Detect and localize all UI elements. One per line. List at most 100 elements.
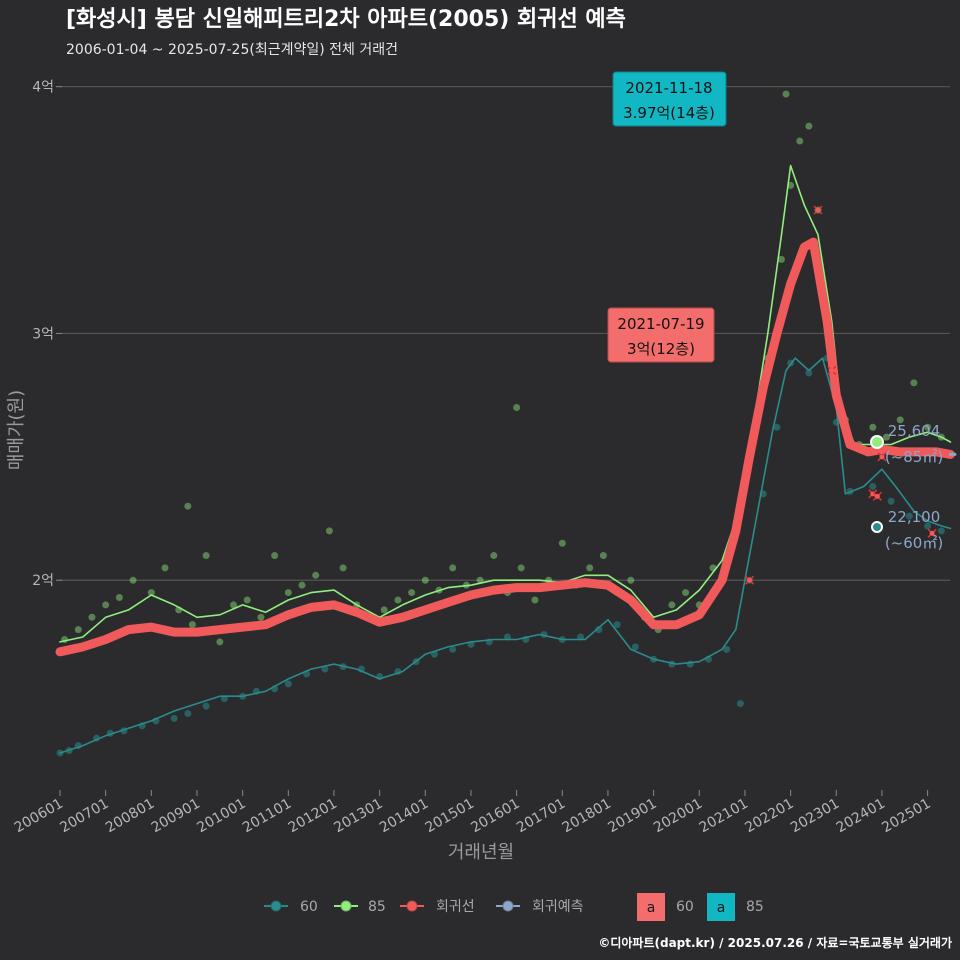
footer-credit: ©디아파트(dapt.kr) / 2025.07.26 / 자료=국토교통부 실… (598, 935, 952, 950)
marker-dot (929, 530, 935, 536)
y-tick-label: 2억 (32, 573, 54, 589)
legend-item-regression: 회귀선 (400, 899, 475, 915)
point-85 (102, 601, 110, 609)
point-85 (599, 552, 607, 560)
point-85 (408, 589, 416, 597)
x-tick-label: 202501 (879, 796, 933, 837)
legend-item-prediction: 회귀예측 (496, 899, 584, 915)
legend-item-60: 60 (264, 899, 318, 915)
x-tick-label: 201601 (468, 796, 522, 837)
regression-line (55, 237, 955, 657)
y-tick-label: 3억 (32, 326, 54, 342)
x-tick-label: 202301 (788, 796, 842, 837)
line-60 (59, 357, 952, 754)
point-85 (325, 527, 333, 535)
y-tick-label: 4억 (32, 80, 54, 96)
point-85 (88, 613, 96, 621)
red-markers (744, 205, 937, 585)
point-85 (869, 423, 877, 431)
annotation-60-max: 2021-07-19 3억(12층) (607, 307, 715, 363)
point-85 (782, 90, 790, 98)
point-60 (869, 482, 877, 490)
x-tick-label: 200801 (103, 796, 157, 837)
x-tick-label: 201001 (194, 796, 248, 837)
x-tick-label: 202101 (697, 796, 751, 837)
point-85 (284, 589, 292, 597)
x-tick-label: 202001 (651, 796, 705, 837)
annotation-60-date: 2021-07-19 (617, 315, 704, 333)
svg-text:회귀선: 회귀선 (436, 899, 475, 915)
point-85 (115, 594, 123, 602)
gridlines (60, 86, 950, 581)
x-tick-label: 202201 (742, 796, 796, 837)
point-60 (773, 423, 781, 431)
x-tick-label: 202401 (834, 796, 888, 837)
point-85 (271, 552, 279, 560)
point-85 (74, 626, 82, 634)
point-60 (736, 700, 744, 708)
svg-text:회귀예측: 회귀예측 (532, 899, 584, 915)
point-85 (243, 596, 251, 604)
point-85 (449, 564, 457, 572)
point-85 (312, 571, 320, 579)
point-60 (805, 369, 813, 377)
annotation-60-box (607, 307, 715, 363)
point-85 (184, 502, 192, 510)
point-60 (887, 497, 895, 505)
legend-item-85: 85 (334, 899, 386, 915)
point-85 (517, 564, 525, 572)
end-point-85 (870, 435, 884, 449)
point-85 (188, 621, 196, 629)
point-85 (531, 596, 539, 604)
point-60 (905, 512, 913, 520)
point-85 (896, 416, 904, 424)
point-60 (723, 645, 731, 653)
marker-dot (874, 493, 880, 499)
x-tick-label: 200601 (12, 796, 66, 837)
point-60 (595, 626, 603, 634)
y-axis-title: 매매가(원) (6, 390, 27, 470)
point-85 (682, 589, 690, 597)
svg-text:60: 60 (676, 899, 694, 915)
chart-subtitle: 2006-01-04 ~ 2025-07-25(최근계약일) 전체 거래건 (66, 42, 398, 58)
annotation-60-text: 3억(12층) (627, 340, 695, 358)
point-60 (449, 645, 457, 653)
point-85 (216, 638, 224, 646)
end-label-85-value: 25,604 (888, 422, 941, 440)
line-85 (59, 164, 952, 643)
point-85 (380, 606, 388, 614)
point-60 (613, 621, 621, 629)
svg-text:85: 85 (368, 899, 386, 915)
x-tick-label: 201501 (423, 796, 477, 837)
x-tick-label: 201801 (560, 796, 614, 837)
point-85 (129, 576, 137, 584)
x-tick-label: 201701 (514, 796, 568, 837)
point-60 (321, 665, 329, 673)
x-tick-label: 201901 (605, 796, 659, 837)
point-85 (668, 601, 676, 609)
marker-dot (829, 367, 835, 373)
marker-dot (747, 577, 753, 583)
point-85 (202, 552, 210, 560)
legend: 60 85 회귀선 회귀예측 a 60 a 85 (264, 893, 764, 921)
x-tick-label: 201401 (377, 796, 431, 837)
svg-text:60: 60 (300, 899, 318, 915)
point-60 (184, 709, 192, 717)
end-label-60-value: 22,100 (888, 508, 941, 526)
point-85 (883, 433, 891, 441)
point-60 (631, 643, 639, 651)
point-85 (339, 564, 347, 572)
svg-text:a: a (717, 900, 726, 916)
legend-label-key-85: a 85 (707, 893, 764, 921)
point-85 (298, 581, 306, 589)
chart-title: [화성시] 봉담 신일해피트리2차 아파트(2005) 회귀선 예측 (66, 7, 626, 32)
annotation-85-text: 3.97억(14층) (623, 104, 715, 122)
end-label-85-unit: (~85㎡) (885, 448, 943, 466)
point-85 (558, 539, 566, 547)
legend-label-key-60: a 60 (637, 893, 694, 921)
x-tick-label: 201201 (286, 796, 340, 837)
point-85 (627, 576, 635, 584)
point-85 (147, 589, 155, 597)
x-tick-label: 201101 (240, 796, 294, 837)
